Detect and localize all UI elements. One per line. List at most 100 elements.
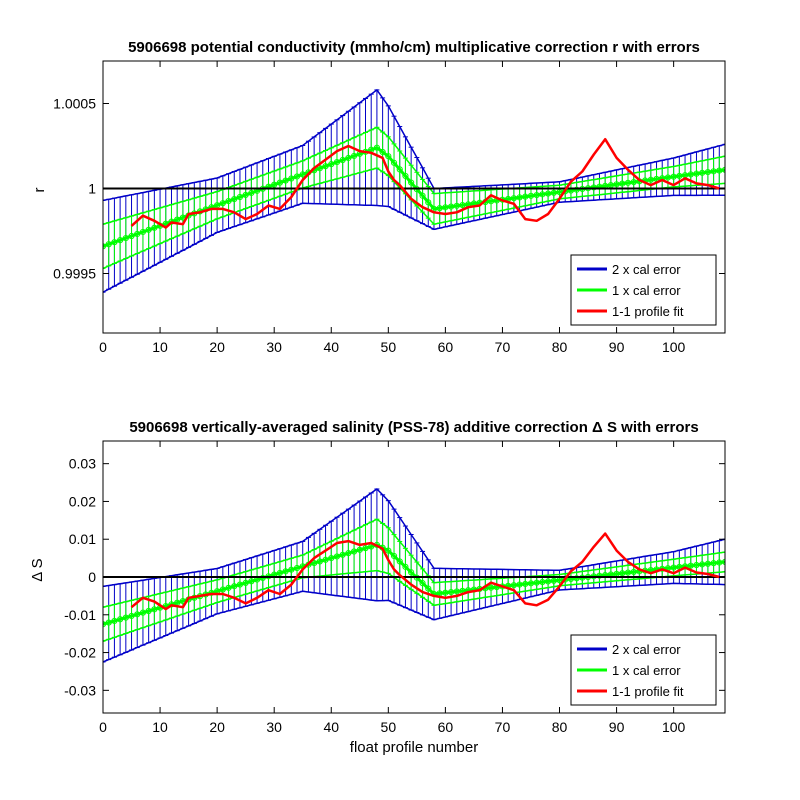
chart-title-salinity: 5906698 vertically-averaged salinity (PS…: [129, 419, 698, 436]
p1-fit-marker: [362, 545, 369, 552]
p0-fit-markers: [103, 144, 725, 250]
p1-fit-marker: [356, 546, 363, 553]
p1-fit-marker: [442, 589, 449, 596]
p1-fit-marker: [419, 580, 426, 587]
p1-legend-label: 1-1 profile fit: [612, 684, 684, 699]
p0-legend-label: 1-1 profile fit: [612, 304, 684, 319]
p1-fit-marker: [687, 562, 694, 569]
p0-fit-marker: [447, 203, 455, 210]
p0-cal1-upper: [103, 126, 725, 225]
p0-y-tick-label: 1: [88, 181, 96, 197]
p0-fit-marker: [487, 198, 495, 205]
p1-fit-marker: [539, 578, 546, 586]
p1-x-tick-label: 60: [438, 719, 454, 735]
p1-x-tick-label: 70: [495, 719, 511, 735]
p0-fit-marker: [225, 198, 232, 205]
p0-x-tick-label: 60: [438, 339, 454, 355]
p0-legend-label: 1 x cal error: [612, 283, 681, 298]
p0-fit-marker: [590, 184, 597, 191]
p0-x-tick-label: 70: [495, 339, 511, 355]
p1-fit-marker: [396, 558, 403, 565]
p0-fit-marker: [316, 165, 323, 172]
p1-profile-fit-line: [130, 532, 720, 611]
p1-y-tick-label: 0.02: [69, 493, 96, 509]
p1-fit-marker: [333, 553, 341, 560]
p1-legend-label: 1 x cal error: [612, 663, 681, 678]
p1-fit-marker: [487, 584, 495, 591]
p1-fit-marker: [322, 556, 329, 563]
p0-fit-marker: [293, 173, 301, 180]
p1-x-tick-label: 80: [552, 719, 568, 735]
p0-profile-fit-line: [130, 137, 720, 229]
p0-fit-marker: [704, 169, 711, 176]
p0-fit-marker: [619, 180, 626, 187]
p0-fit-marker: [699, 169, 706, 176]
p0-fit-marker: [271, 181, 278, 188]
p1-y-tick-label: -0.03: [64, 682, 96, 698]
p0-fit-marker: [299, 171, 306, 178]
y-axis-label-r: r: [31, 188, 48, 193]
p0-fit-marker: [647, 176, 654, 183]
p0-fit-marker: [333, 158, 341, 166]
p1-fit-marker: [236, 581, 244, 588]
p0-fit-marker: [350, 152, 358, 160]
p1-cal1-upper: [103, 518, 725, 608]
p0-y-tick-label: 0.9995: [53, 266, 96, 282]
p1-fit-marker: [699, 561, 706, 568]
p1-fit-marker: [659, 565, 666, 572]
p0-fit-marker: [122, 234, 129, 242]
p0-fit-marker: [373, 144, 381, 151]
p0-fit-marker: [219, 200, 226, 207]
p1-fit-marker: [721, 558, 725, 565]
p1-fit-marker: [516, 581, 523, 588]
p0-cal2-upper: [103, 88, 725, 202]
p0-fit-marker: [419, 192, 426, 199]
p0-fit-marker: [134, 230, 141, 238]
p0-fit-marker: [687, 171, 694, 178]
p0-plot-layer: [103, 88, 725, 293]
p1-fit-marker: [145, 607, 152, 615]
p0-fit-marker: [282, 177, 289, 184]
p0-fit-marker: [425, 199, 432, 206]
p0-fit-marker: [105, 241, 112, 248]
p1-fit-marker: [339, 551, 346, 558]
p0-fit-marker: [339, 156, 346, 164]
p1-y-tick-label: 0.03: [69, 456, 96, 472]
p1-x-tick-label: 40: [323, 719, 339, 735]
p1-fit-marker: [128, 612, 135, 620]
p0-fit-marker: [248, 189, 255, 196]
p1-x-tick-label: 0: [99, 719, 107, 735]
p1-fit-marker: [219, 586, 226, 593]
p1-fit-marker: [670, 564, 677, 571]
p1-fit-markers: [103, 541, 725, 628]
p1-fit-marker: [139, 609, 147, 616]
p1-x-tick-label: 20: [209, 719, 225, 735]
p1-x-tick-label: 90: [609, 719, 625, 735]
p0-fit-marker: [453, 202, 460, 209]
p0-fit-marker: [676, 172, 683, 180]
p1-fit-marker: [453, 588, 460, 595]
salinity-correction-axes: 5906698 vertically-averaged salinity (PS…: [29, 419, 726, 756]
p1-fit-marker: [716, 559, 723, 566]
p1-fit-marker: [328, 555, 335, 562]
p0-fit-marker: [385, 153, 392, 160]
p0-fit-marker: [402, 172, 409, 180]
p0-x-tick-label: 10: [152, 339, 168, 355]
p0-fit-marker: [328, 161, 335, 168]
p0-fit-marker: [522, 193, 529, 200]
p0-fit-marker: [145, 226, 152, 233]
p0-fit-marker: [550, 189, 557, 196]
p0-x-tick-label: 30: [266, 339, 282, 355]
p1-fit-marker: [596, 572, 603, 579]
p0-fit-marker: [710, 168, 717, 175]
p0-cal2-lower: [103, 194, 725, 293]
p1-fit-marker: [225, 584, 232, 591]
p1-legend: 2 x cal error 1 x cal error 1-1 profile fi…: [570, 634, 717, 706]
p0-fit-marker: [139, 228, 147, 236]
p1-fit-marker: [117, 616, 124, 623]
p1-x-tick-label: 30: [266, 719, 282, 735]
p1-fit-marker: [345, 550, 352, 557]
p0-fit-marker: [396, 166, 403, 173]
p0-fit-marker: [630, 178, 637, 186]
p0-x-tick-label: 20: [209, 339, 225, 355]
